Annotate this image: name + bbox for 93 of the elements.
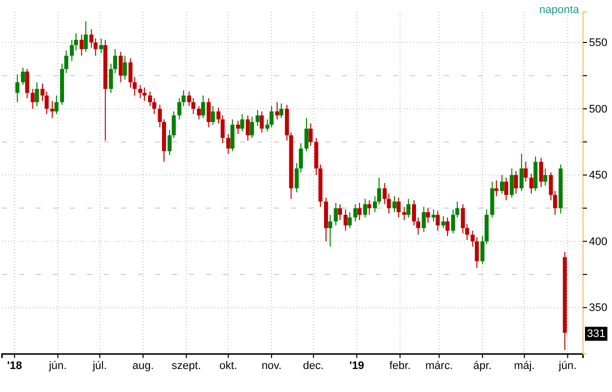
candlestick bbox=[432, 209, 436, 222]
candlestick bbox=[99, 38, 104, 54]
candlestick bbox=[308, 122, 313, 146]
candlestick bbox=[436, 210, 440, 232]
candlestick bbox=[524, 161, 528, 182]
candlestick bbox=[455, 201, 460, 218]
candlestick bbox=[118, 51, 123, 83]
candlestick bbox=[392, 196, 396, 213]
candlestick bbox=[122, 55, 127, 80]
y-tick-label: 450 bbox=[589, 170, 608, 182]
candlestick bbox=[446, 216, 450, 237]
candlestick bbox=[20, 67, 25, 86]
candlestick bbox=[275, 102, 280, 120]
x-tick-label: szept. bbox=[172, 360, 202, 372]
candlestick bbox=[543, 168, 548, 186]
candlestick bbox=[500, 174, 504, 194]
x-tick-label: aug. bbox=[132, 360, 154, 372]
candlestick bbox=[196, 106, 201, 120]
candlestick bbox=[84, 20, 88, 52]
candlestick bbox=[514, 170, 518, 194]
candlestick bbox=[256, 110, 260, 126]
candlestick bbox=[187, 91, 192, 107]
candlestick bbox=[520, 153, 524, 192]
x-tick-label: nov. bbox=[262, 360, 282, 372]
candlestick bbox=[240, 114, 244, 132]
candlestick bbox=[348, 212, 352, 229]
candlestick bbox=[504, 177, 508, 201]
candlestick bbox=[396, 197, 401, 218]
candlestick bbox=[236, 120, 240, 134]
candlestick bbox=[210, 106, 215, 126]
candlestick bbox=[539, 157, 544, 188]
candlestick bbox=[294, 162, 299, 193]
candlestick bbox=[328, 214, 332, 248]
candlestick bbox=[363, 198, 368, 218]
candlestick bbox=[334, 202, 338, 226]
y-tick-label: 550 bbox=[589, 37, 608, 50]
candlestick bbox=[246, 114, 250, 142]
candlestick bbox=[406, 198, 410, 218]
candlestick bbox=[30, 88, 35, 110]
x-tick-label: máj. bbox=[514, 360, 535, 372]
candlestick bbox=[201, 95, 206, 119]
x-tick-label: jún. bbox=[48, 360, 67, 372]
candlestick bbox=[168, 129, 172, 156]
candlestick bbox=[226, 133, 230, 154]
candlestick bbox=[138, 84, 142, 99]
x-tick-label: okt. bbox=[219, 360, 238, 372]
candlestick bbox=[80, 34, 84, 56]
candlestick bbox=[191, 98, 196, 115]
candlestick bbox=[474, 236, 479, 268]
candlestick bbox=[15, 74, 20, 103]
candlestick bbox=[206, 98, 211, 128]
x-tick-label: ápr. bbox=[473, 360, 492, 372]
candlestick bbox=[304, 118, 308, 152]
candlestick bbox=[470, 230, 475, 248]
x-tick-label: febr. bbox=[389, 360, 411, 372]
candlestick bbox=[54, 95, 58, 115]
candlestick bbox=[451, 209, 456, 234]
candlestick bbox=[402, 206, 406, 221]
x-tick-label: márc. bbox=[425, 360, 453, 372]
candlestick bbox=[510, 168, 514, 198]
x-tick-label: '18 bbox=[7, 360, 22, 372]
candlestick bbox=[529, 173, 534, 194]
x-tick-label: júl. bbox=[92, 360, 107, 372]
candlestick bbox=[142, 87, 146, 102]
candlestick bbox=[386, 193, 391, 214]
candlestick bbox=[422, 206, 426, 233]
candlestick bbox=[367, 200, 372, 216]
y-tick-label: 500 bbox=[589, 103, 608, 116]
annotation: naponta bbox=[539, 4, 580, 16]
x-tick-label: jún. bbox=[558, 360, 577, 372]
y-tick-label: 400 bbox=[589, 236, 608, 248]
candlestick bbox=[279, 102, 284, 119]
candlestick bbox=[34, 82, 39, 107]
y-tick-label: 350 bbox=[589, 302, 608, 314]
candlestick bbox=[426, 208, 430, 224]
candlestick bbox=[230, 118, 234, 152]
candlestick bbox=[358, 202, 362, 221]
candlestick bbox=[50, 100, 54, 119]
candlestick bbox=[338, 204, 342, 221]
candlestick bbox=[270, 106, 274, 128]
candlestick bbox=[172, 110, 176, 138]
candlestick bbox=[382, 182, 387, 205]
candlestick bbox=[260, 110, 264, 134]
candlestick bbox=[344, 209, 348, 232]
annotation: 331 bbox=[587, 328, 606, 340]
candlestick bbox=[353, 204, 358, 222]
candlestick bbox=[494, 180, 498, 197]
x-tick-label: '19 bbox=[349, 360, 364, 372]
candlestick bbox=[25, 68, 30, 99]
candlestick bbox=[250, 116, 254, 138]
candlestick bbox=[441, 216, 446, 229]
candlestick bbox=[298, 142, 303, 173]
x-tick-label: dec. bbox=[303, 360, 324, 372]
